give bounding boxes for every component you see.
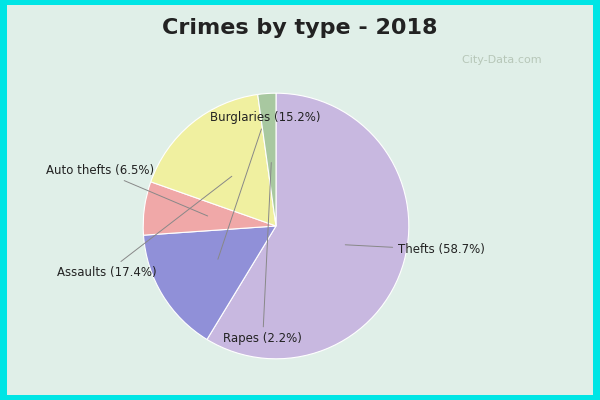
Text: Auto thefts (6.5%): Auto thefts (6.5%) bbox=[46, 164, 208, 216]
Text: Rapes (2.2%): Rapes (2.2%) bbox=[223, 162, 302, 345]
Text: Burglaries (15.2%): Burglaries (15.2%) bbox=[210, 111, 320, 259]
Wedge shape bbox=[207, 93, 409, 359]
Wedge shape bbox=[143, 182, 276, 235]
Wedge shape bbox=[143, 226, 276, 340]
Wedge shape bbox=[258, 93, 276, 226]
Text: Crimes by type - 2018: Crimes by type - 2018 bbox=[162, 18, 438, 38]
Text: Thefts (58.7%): Thefts (58.7%) bbox=[345, 244, 485, 256]
Text: Assaults (17.4%): Assaults (17.4%) bbox=[57, 176, 232, 279]
Wedge shape bbox=[151, 94, 276, 226]
Text: City-Data.com: City-Data.com bbox=[455, 55, 541, 65]
